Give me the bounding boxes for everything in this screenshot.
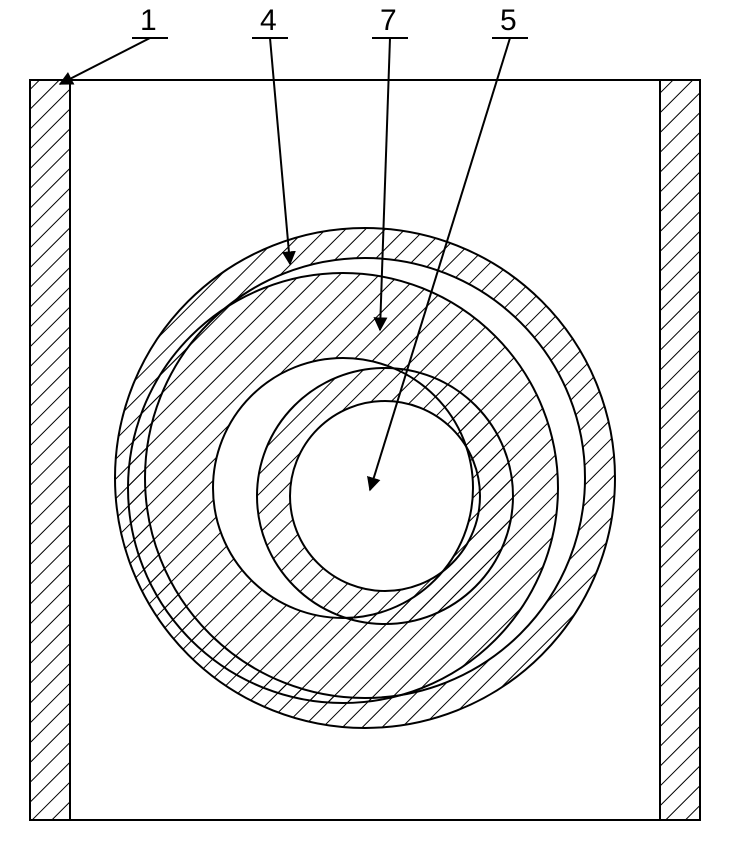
label-text: 7 — [380, 4, 397, 37]
label-text: 1 — [140, 4, 157, 37]
label-text: 4 — [260, 4, 277, 37]
label-text: 5 — [500, 4, 517, 37]
inner-ring-5 — [0, 0, 730, 864]
